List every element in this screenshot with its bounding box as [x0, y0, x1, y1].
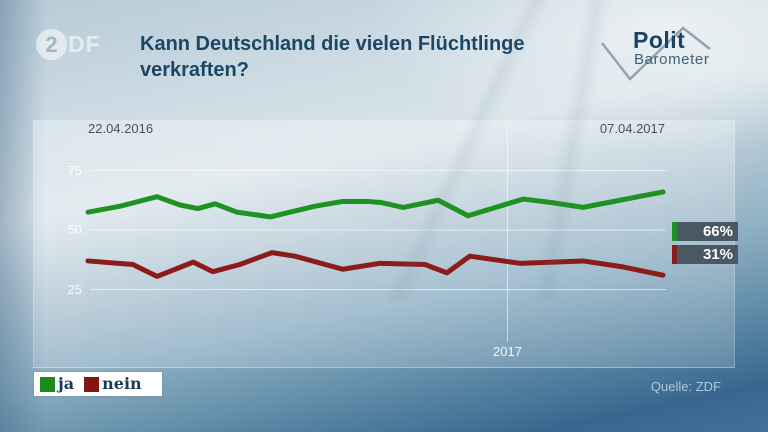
y-tick-label-75: 75 — [67, 162, 82, 178]
value-label-nein: 31% — [702, 246, 733, 263]
x-axis-year-label: 2017 — [493, 344, 522, 359]
page-title-line1: Kann Deutschland die vielen Flüchtlinge — [140, 33, 525, 55]
chart-legend: ja nein — [34, 372, 162, 396]
y-tick-label-50: 50 — [67, 222, 82, 237]
politbarometer-zigzag-icon — [601, 26, 711, 81]
page-title-line2: verkraften? — [140, 59, 249, 81]
value-box-nein: 31% — [672, 245, 738, 264]
x-axis-start-date: 22.04.2016 — [88, 121, 154, 136]
end-value-labels: 66% 31% — [672, 222, 738, 268]
legend-swatch-nein — [84, 376, 100, 392]
line-series-ja — [85, 189, 666, 220]
legend-swatch-ja — [40, 376, 55, 392]
chart-panel — [33, 120, 735, 368]
page-title: Kann Deutschland die vielen Flüchtlinge … — [140, 31, 525, 83]
legend-label-ja: ja — [58, 374, 75, 393]
legend-label-nein: nein — [102, 374, 142, 393]
line-series-nein — [85, 250, 666, 279]
zdf-logo-circle: 2 — [36, 29, 67, 60]
value-box-color-bar-nein — [672, 245, 677, 264]
value-box-ja: 66% — [672, 222, 738, 241]
zdf-logo-2: 2 — [45, 31, 58, 57]
y-tick-label-25: 25 — [67, 281, 82, 297]
value-label-ja: 66% — [702, 223, 733, 240]
value-box-color-bar-ja — [672, 222, 677, 241]
source-credit: Quelle: ZDF — [650, 379, 721, 394]
politbarometer-logo-polit: Polit — [633, 27, 686, 53]
politbarometer-logo-barometer: Barometer — [634, 51, 710, 68]
zdf-logo-icon: 2 DF — [36, 29, 101, 60]
zdf-logo-df: DF — [68, 31, 101, 57]
x-axis-end-date: 07.04.2017 — [599, 121, 665, 136]
